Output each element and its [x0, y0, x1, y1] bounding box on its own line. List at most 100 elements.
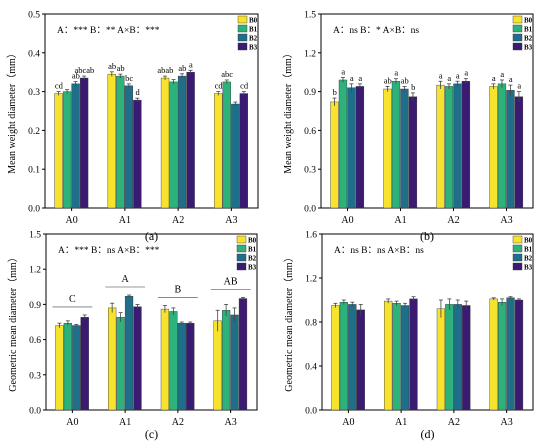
chart-panel-1: 0.0 0.1 0.2 0.3 0.4 0.5 Mean weight diameter（m… — [6, 11, 259, 243]
bar-B3-A3 — [514, 96, 524, 209]
significance-letter: abc — [221, 69, 233, 79]
legend-label: B3 — [249, 44, 258, 52]
bar-B2-A1 — [124, 295, 134, 411]
bar-B3-A2 — [186, 322, 195, 411]
significance-letter: cd — [55, 81, 64, 91]
y-axis-label: Mean weight diameter（mm） — [6, 48, 18, 174]
legend-label: B2 — [524, 255, 533, 263]
legend-label: B2 — [249, 35, 258, 43]
bar-B0-A3 — [214, 93, 223, 209]
legend-swatch — [236, 244, 247, 253]
bar-B1-A0 — [338, 79, 348, 209]
x-tick-label: A1 — [395, 417, 407, 428]
legend-label: B0 — [249, 17, 258, 25]
significance-letter: ab — [401, 75, 409, 85]
legend-swatch — [512, 262, 523, 271]
y-tick-label: 0.6 — [304, 127, 316, 137]
group-letter: B — [175, 285, 182, 296]
bar-B2-A3 — [230, 314, 239, 411]
group-letter: A — [122, 274, 130, 285]
significance-letter: a — [517, 81, 521, 91]
legend-swatch — [512, 253, 523, 262]
bar-B1-A2 — [169, 311, 178, 411]
x-tick-label: A2 — [447, 215, 459, 226]
significance-letter: ab — [384, 75, 392, 85]
y-tick-label: 0.3 — [304, 166, 316, 176]
significance-letter: b — [411, 82, 415, 92]
x-tick-label: A3 — [500, 215, 512, 226]
bar-B0-A1 — [384, 300, 393, 411]
bar-B2-A2 — [177, 322, 186, 411]
y-tick-label: 0.9 — [29, 301, 41, 311]
legend-label: B2 — [248, 255, 257, 263]
bar-B2-A3 — [506, 90, 515, 209]
y-tick-label: 0.3 — [29, 371, 41, 381]
x-tick-label: A3 — [501, 417, 513, 428]
stats-annotation: A：ns B：ns A×B：ns — [334, 246, 424, 256]
y-tick-label: 0.9 — [304, 88, 316, 98]
bar-B2-A0 — [71, 83, 80, 209]
legend-label: B0 — [524, 237, 533, 245]
chart-panel-4: 0.0 0.4 0.8 1.2 1.6 Geometric mean diameter（m… — [283, 231, 534, 441]
legend-swatch — [512, 15, 523, 24]
bar-B0-A0 — [54, 93, 63, 209]
x-tick-label: A0 — [66, 417, 78, 428]
y-tick-label: 0.0 — [304, 205, 316, 215]
bar-B0-A3 — [489, 298, 498, 411]
bar-B1-A2 — [445, 304, 454, 411]
y-tick-label: 0.2 — [28, 127, 40, 137]
significance-letter: b — [333, 87, 337, 97]
legend-label: B0 — [248, 237, 257, 245]
significance-letter: a — [447, 73, 451, 83]
bar-B1-A3 — [497, 302, 507, 411]
legend-swatch — [237, 15, 248, 24]
y-tick-label: 1.5 — [304, 11, 316, 21]
bar-B3-A1 — [133, 99, 142, 209]
significance-letter: a — [492, 73, 496, 83]
x-tick-label: A0 — [341, 215, 353, 226]
bar-B3-A0 — [79, 77, 89, 209]
stats-annotation: A：*** B：** A×B：*** — [57, 26, 160, 36]
legend-swatch — [237, 33, 248, 42]
plot-frame — [44, 13, 259, 209]
x-tick-label: A3 — [225, 417, 237, 428]
x-tick-label: A1 — [119, 417, 131, 428]
panel-label: (d) — [421, 427, 435, 441]
x-tick-label: A0 — [66, 215, 78, 226]
significance-letter: cd — [215, 81, 224, 91]
bar-B1-A1 — [391, 81, 401, 209]
bar-B2-A0 — [72, 325, 81, 411]
x-tick-label: A3 — [225, 215, 237, 226]
significance-letter: cd — [240, 81, 249, 91]
significance-letter: ab — [178, 63, 186, 73]
bar-B2-A3 — [231, 103, 240, 209]
bar-B0-A1 — [383, 88, 392, 209]
bar-B1-A0 — [62, 91, 72, 209]
stats-annotation: A：*** B：ns A×B：*** — [58, 246, 160, 256]
significance-letter: a — [500, 69, 504, 79]
legend-swatch — [512, 42, 523, 51]
bar-B3-A3 — [239, 93, 249, 209]
plot-frame — [45, 233, 258, 411]
legend-label: B1 — [248, 246, 257, 254]
bar-B0-A1 — [108, 307, 117, 411]
bar-B0-A2 — [160, 77, 170, 209]
bar-B2-A0 — [348, 304, 357, 411]
bar-B0-A1 — [107, 73, 116, 209]
bar-B1-A2 — [444, 86, 454, 209]
bar-B3-A1 — [409, 298, 418, 411]
significance-letter: a — [350, 73, 354, 83]
legend-label: B1 — [524, 246, 533, 254]
legend-swatch — [512, 244, 523, 253]
bar-B1-A1 — [392, 303, 401, 411]
legend-swatch — [236, 235, 247, 244]
y-tick-label: 0.8 — [305, 319, 317, 329]
x-tick-label: A2 — [172, 215, 184, 226]
y-tick-label: 0.5 — [28, 11, 40, 21]
bar-B2-A2 — [453, 304, 462, 411]
legend-label: B2 — [524, 35, 533, 43]
significance-letter: ab — [117, 63, 125, 73]
legend-swatch — [512, 235, 523, 244]
group-letter: C — [69, 294, 76, 305]
